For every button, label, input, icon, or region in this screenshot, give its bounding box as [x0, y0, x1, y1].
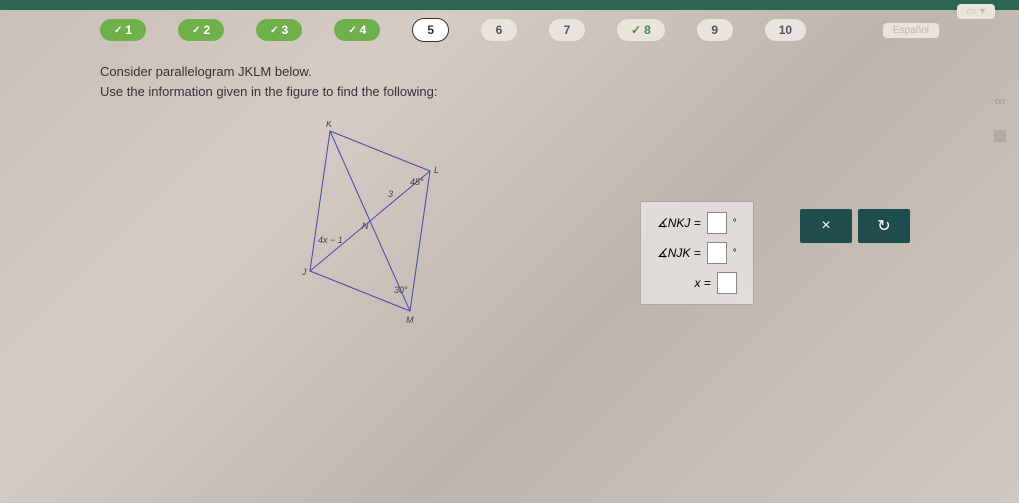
tab-9[interactable]: 9 [697, 19, 733, 41]
check-icon: ✓ [114, 25, 122, 36]
tab-label: 9 [711, 23, 718, 37]
degree-symbol: ° [733, 248, 737, 259]
vertex-J: J [301, 267, 307, 277]
check-icon: ✓ [348, 25, 356, 36]
answer-label: ∡NKJ = [657, 216, 701, 230]
vertex-M: M [406, 315, 414, 325]
top-green-bar [0, 0, 1019, 10]
angle-M: 30° [394, 285, 408, 295]
tab-4[interactable]: ✓4 [334, 19, 380, 41]
question-tabs: ✓1 ✓2 ✓3 ✓4 5 6 7 ✓8 9 10 Español [0, 10, 1019, 50]
dropdown-caret: ▾ [980, 6, 985, 17]
prompt-line-1: Consider parallelogram JKLM below. [100, 62, 919, 82]
answer-row-x: x = [657, 272, 737, 294]
vertex-K: K [326, 121, 333, 129]
answer-box: ∡NKJ = ° ∡NJK = ° x = [640, 201, 754, 305]
tab-10[interactable]: 10 [765, 19, 806, 41]
diag-label-2: 4x − 1 [318, 235, 343, 245]
clear-icon: × [821, 217, 830, 235]
answer-input-njk[interactable] [707, 242, 727, 264]
answer-label: x = [694, 276, 710, 290]
degree-symbol: ° [733, 218, 737, 229]
vertex-L: L [434, 165, 439, 175]
answer-row-nkj: ∡NKJ = ° [657, 212, 737, 234]
tab-1[interactable]: ✓1 [100, 19, 146, 41]
tab-2[interactable]: ✓2 [178, 19, 224, 41]
tab-label: 7 [564, 23, 571, 37]
reset-button[interactable]: ↻ [858, 209, 910, 243]
chip-label: Español [893, 25, 929, 36]
action-buttons: × ↻ [800, 209, 910, 243]
answer-row-njk: ∡NJK = ° [657, 242, 737, 264]
answer-input-x[interactable] [717, 272, 737, 294]
top-right-controls: ▭ ▾ [957, 4, 995, 19]
language-dropdown[interactable]: ▭ ▾ [957, 4, 995, 19]
language-chip[interactable]: Español [883, 23, 939, 38]
figure-area: K L J M N 3 4x − 1 45° 30° ∡NKJ = ° ∡NJK… [100, 121, 919, 351]
tab-label: 4 [360, 23, 367, 37]
reset-icon: ↻ [877, 216, 890, 236]
tab-label: 10 [779, 23, 792, 37]
tab-5[interactable]: 5 [412, 18, 449, 42]
infinity-icon[interactable]: ∞ [989, 90, 1011, 112]
tab-label: 1 [125, 23, 132, 37]
tab-6[interactable]: 6 [481, 19, 517, 41]
diag-label-1: 3 [388, 189, 393, 199]
answer-label: ∡NJK = [657, 246, 701, 260]
parallelogram-diagram: K L J M N 3 4x − 1 45° 30° [280, 121, 480, 331]
question-content: Consider parallelogram JKLM below. Use t… [0, 50, 1019, 363]
tab-label: 3 [282, 23, 289, 37]
check-icon: ✓ [631, 23, 641, 37]
check-icon: ✓ [270, 25, 278, 36]
side-toolbar: ∞ ▦ [989, 90, 1011, 146]
tab-label: 5 [427, 23, 434, 37]
angle-L: 45° [410, 177, 424, 187]
tab-label: 2 [203, 23, 210, 37]
check-icon: ✓ [192, 25, 200, 36]
vertex-N: N [362, 221, 369, 231]
answer-input-nkj[interactable] [707, 212, 727, 234]
clear-button[interactable]: × [800, 209, 852, 243]
tab-7[interactable]: 7 [549, 19, 585, 41]
tab-label: 6 [496, 23, 503, 37]
tab-label: 8 [644, 23, 651, 37]
prompt-line-2: Use the information given in the figure … [100, 82, 919, 102]
tab-8[interactable]: ✓8 [617, 19, 665, 41]
dropdown-icon: ▭ [967, 6, 976, 17]
calculator-icon[interactable]: ▦ [989, 124, 1011, 146]
tab-3[interactable]: ✓3 [256, 19, 302, 41]
